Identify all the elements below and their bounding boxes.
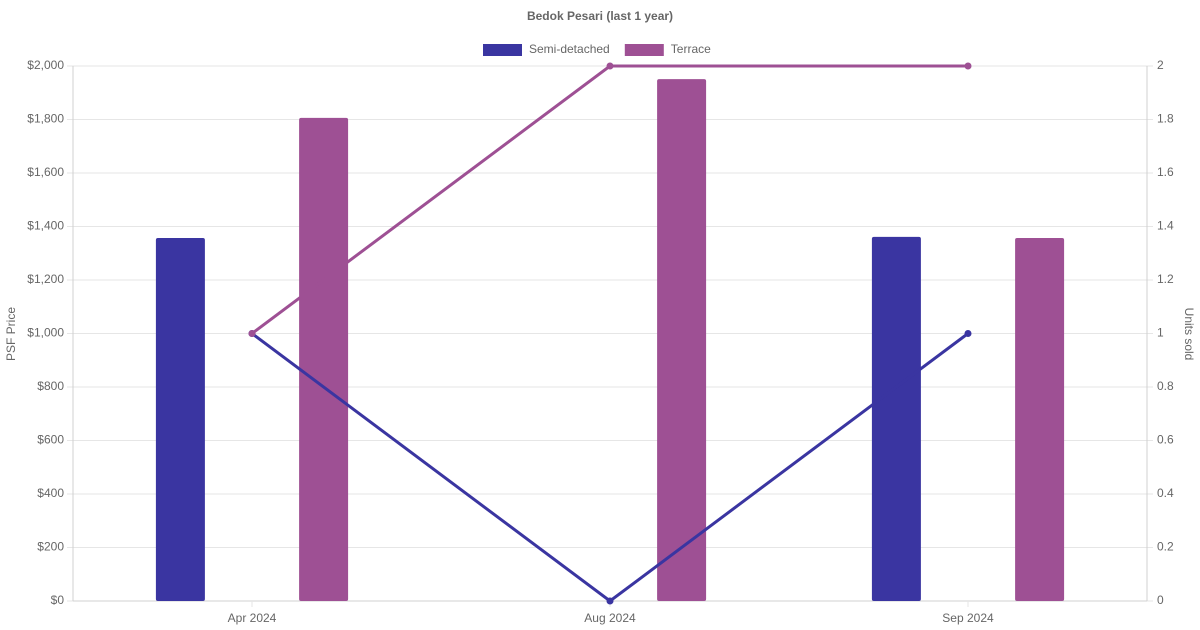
y-tick-label: $2,000 (27, 58, 64, 72)
y-axis-title: PSF Price (4, 307, 18, 361)
y2-tick-label: 0.6 (1157, 433, 1174, 447)
y-tick-label: $1,400 (27, 219, 64, 233)
y2-tick-label: 1 (1157, 326, 1164, 340)
bar (155, 238, 205, 601)
units-point (606, 597, 614, 605)
y2-tick-label: 1.8 (1157, 112, 1174, 126)
x-tick-label: Sep 2024 (942, 611, 994, 625)
y-tick-label: $1,600 (27, 165, 64, 179)
y2-tick-label: 1.4 (1157, 219, 1174, 233)
bar (1015, 238, 1065, 601)
y-tick-label: $1,000 (27, 326, 64, 340)
units-point (606, 62, 614, 70)
legend-swatch (483, 44, 522, 56)
units-point (964, 62, 972, 70)
units-point (248, 330, 256, 337)
legend-swatch (624, 44, 664, 56)
x-tick-label: Apr 2024 (228, 611, 277, 625)
y-tick-label: $200 (37, 540, 64, 554)
units-line (251, 332, 969, 603)
chart-title: Bedok Pesari (last 1 year) (527, 9, 673, 23)
y2-tick-label: 1.2 (1157, 272, 1174, 286)
legend-label: Terrace (671, 42, 711, 56)
bar (657, 79, 707, 602)
x-tick-label: Aug 2024 (584, 611, 636, 625)
y-tick-label: $400 (37, 486, 64, 500)
units-line (251, 64, 968, 335)
legend-label: Semi-detached (529, 42, 610, 56)
bar (871, 236, 921, 601)
y-tick-label: $1,200 (27, 272, 64, 286)
bar (299, 117, 349, 602)
y-tick-label: $800 (37, 379, 64, 393)
y2-tick-label: 0.4 (1157, 486, 1174, 500)
y-tick-label: $1,800 (27, 112, 64, 126)
y2-tick-label: 0.8 (1157, 379, 1174, 393)
units-point (964, 330, 972, 337)
y-tick-label: $0 (51, 593, 65, 607)
y2-tick-label: 2 (1157, 58, 1164, 72)
y-tick-label: $600 (37, 433, 64, 447)
y2-axis-title: Units sold (1182, 308, 1196, 361)
y2-tick-label: 1.6 (1157, 165, 1174, 179)
y2-tick-label: 0.2 (1157, 540, 1174, 554)
y2-tick-label: 0 (1157, 593, 1164, 607)
